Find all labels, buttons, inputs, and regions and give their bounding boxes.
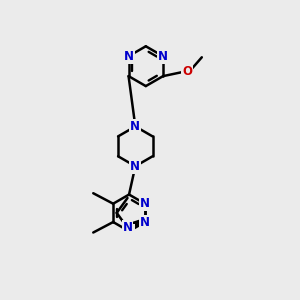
Text: N: N <box>140 197 150 210</box>
Text: N: N <box>158 50 168 63</box>
Text: N: N <box>130 120 140 133</box>
Text: N: N <box>124 50 134 63</box>
Text: N: N <box>124 225 134 238</box>
Text: N: N <box>130 160 140 173</box>
Text: N: N <box>140 215 150 229</box>
Text: O: O <box>182 65 192 78</box>
Text: N: N <box>122 221 133 234</box>
